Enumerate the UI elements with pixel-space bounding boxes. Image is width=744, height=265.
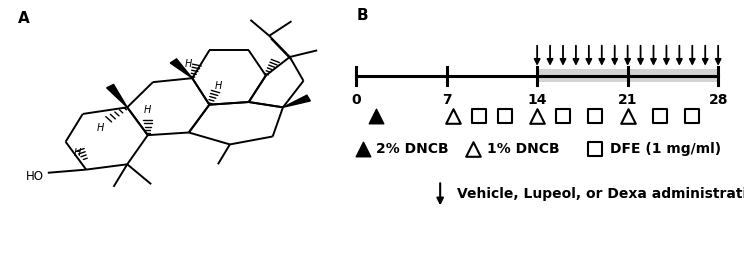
Point bbox=[557, 114, 569, 118]
Text: A: A bbox=[18, 11, 30, 26]
Text: 21: 21 bbox=[618, 93, 638, 107]
Polygon shape bbox=[283, 95, 310, 107]
Text: H: H bbox=[144, 105, 152, 115]
Text: H: H bbox=[185, 59, 193, 69]
Point bbox=[531, 114, 543, 118]
Text: 28: 28 bbox=[708, 93, 728, 107]
Polygon shape bbox=[106, 85, 127, 107]
Polygon shape bbox=[170, 59, 192, 78]
Bar bbox=[537, 69, 718, 82]
Point bbox=[466, 147, 478, 151]
Point bbox=[499, 114, 511, 118]
Point bbox=[622, 114, 634, 118]
Text: B: B bbox=[356, 8, 368, 23]
Point bbox=[589, 147, 601, 151]
Point bbox=[686, 114, 698, 118]
Point bbox=[589, 114, 601, 118]
Text: 0: 0 bbox=[351, 93, 361, 107]
Text: HO: HO bbox=[26, 170, 44, 183]
Point bbox=[473, 114, 485, 118]
Point bbox=[447, 114, 459, 118]
Text: Vehicle, Lupeol, or Dexa administration: Vehicle, Lupeol, or Dexa administration bbox=[457, 187, 744, 201]
Text: H: H bbox=[214, 81, 222, 91]
Text: 7: 7 bbox=[442, 93, 452, 107]
Point bbox=[654, 114, 666, 118]
Point bbox=[370, 114, 382, 118]
Text: 14: 14 bbox=[527, 93, 547, 107]
Text: 2% DNCB: 2% DNCB bbox=[376, 142, 448, 156]
Text: DFE (1 mg/ml): DFE (1 mg/ml) bbox=[609, 142, 721, 156]
Point bbox=[356, 147, 368, 151]
Text: H: H bbox=[74, 148, 81, 158]
Text: H: H bbox=[97, 123, 104, 133]
Text: 1% DNCB: 1% DNCB bbox=[487, 142, 559, 156]
